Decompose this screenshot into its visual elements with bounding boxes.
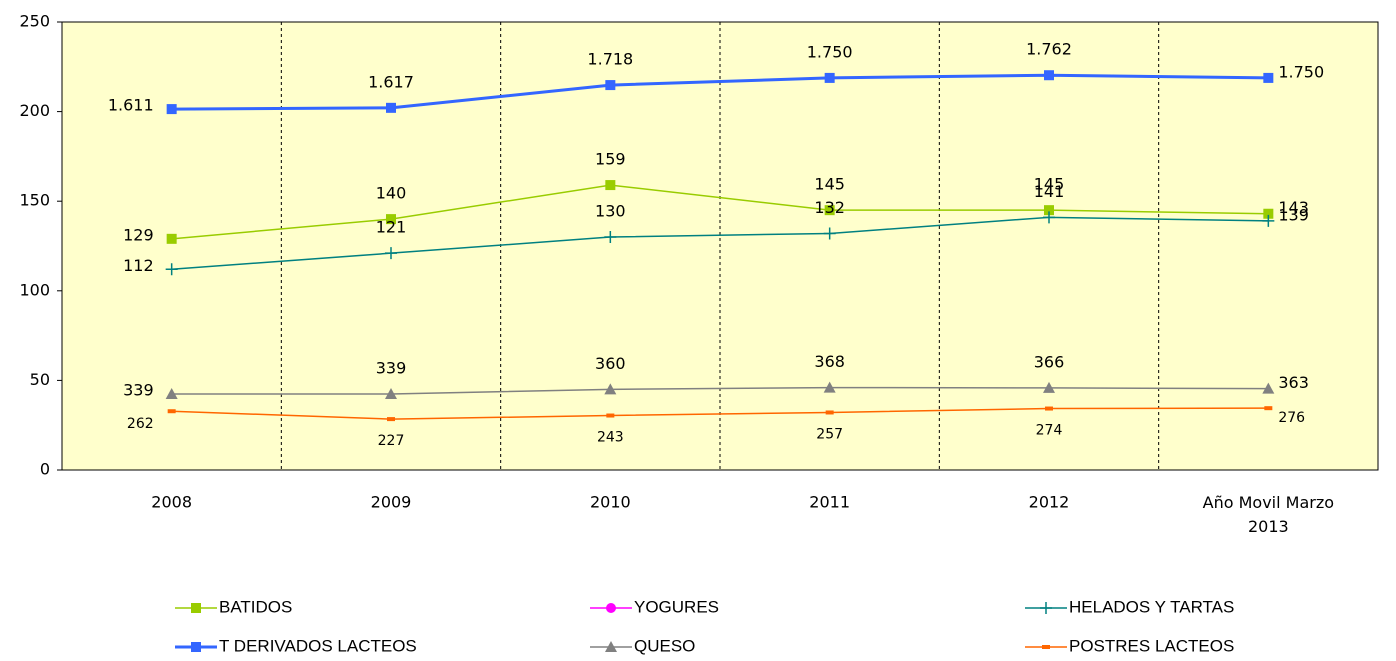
y-tick-label: 200 xyxy=(19,101,50,120)
marker xyxy=(604,231,617,244)
data-label: 130 xyxy=(595,202,626,221)
marker xyxy=(1263,72,1274,83)
data-label: 121 xyxy=(376,218,407,237)
marker xyxy=(166,233,177,244)
y-tick-label: 150 xyxy=(19,191,50,210)
data-label: 339 xyxy=(123,381,154,400)
x-tick-label: 2011 xyxy=(809,493,850,512)
legend-item: YOGURES xyxy=(590,597,719,616)
marker xyxy=(167,409,176,414)
marker xyxy=(1262,214,1275,227)
data-label: 368 xyxy=(814,352,845,371)
marker xyxy=(386,102,396,113)
marker xyxy=(1042,645,1050,649)
series-line xyxy=(171,386,1269,395)
legend-label: QUESO xyxy=(634,636,695,655)
data-label: 139 xyxy=(1278,205,1309,224)
marker xyxy=(606,603,616,613)
marker xyxy=(1044,205,1054,216)
marker xyxy=(824,72,835,83)
marker xyxy=(606,413,615,418)
marker xyxy=(1043,381,1055,393)
legend-item: POSTRES LACTEOS xyxy=(1025,636,1234,655)
marker xyxy=(385,388,397,400)
data-label: 360 xyxy=(595,354,626,373)
series-line xyxy=(171,407,1269,420)
marker xyxy=(165,263,178,276)
marker xyxy=(191,603,201,613)
data-label: 363 xyxy=(1278,373,1309,392)
marker xyxy=(166,104,177,115)
marker xyxy=(1043,211,1055,224)
marker xyxy=(604,383,617,395)
legend-item: QUESO xyxy=(590,636,695,655)
data-label: 366 xyxy=(1034,352,1065,371)
data-label: 276 xyxy=(1278,410,1305,426)
data-label: 112 xyxy=(123,256,154,275)
data-label: 1.718 xyxy=(587,50,633,69)
data-label: 227 xyxy=(378,433,405,449)
marker xyxy=(605,641,617,652)
marker xyxy=(1044,70,1054,81)
marker xyxy=(823,227,836,240)
marker xyxy=(191,642,201,652)
y-tick-label: 250 xyxy=(19,12,50,31)
marker xyxy=(386,214,396,225)
marker xyxy=(824,205,835,216)
x-tick-label: Año Movil Marzo 2013 xyxy=(1203,493,1334,536)
marker xyxy=(165,388,178,400)
data-label: 1.750 xyxy=(807,42,853,61)
marker xyxy=(1040,602,1052,614)
data-label: 159 xyxy=(595,150,626,169)
data-label: 140 xyxy=(376,184,407,203)
data-label: 132 xyxy=(814,198,845,217)
data-label: 1.611 xyxy=(108,96,154,115)
legend-item: BATIDOS xyxy=(175,597,292,616)
marker xyxy=(385,247,397,260)
legend-label: HELADOS Y TARTAS xyxy=(1069,597,1234,616)
marker xyxy=(605,80,616,91)
data-label: 1.750 xyxy=(1278,62,1324,81)
marker xyxy=(1262,382,1275,394)
y-tick-label: 50 xyxy=(30,370,50,389)
x-tick-label: 2008 xyxy=(151,493,192,512)
data-label: 145 xyxy=(814,175,845,194)
marker xyxy=(605,180,616,191)
data-label: 1.762 xyxy=(1026,40,1072,59)
marker xyxy=(1264,406,1273,411)
data-label: 141 xyxy=(1034,182,1065,201)
data-label: 129 xyxy=(123,225,154,244)
legend-label: POSTRES LACTEOS xyxy=(1069,636,1234,655)
marker xyxy=(1045,406,1053,411)
data-label: 243 xyxy=(597,430,624,446)
y-tick-label: 0 xyxy=(40,460,50,479)
data-label: 339 xyxy=(376,359,407,378)
marker xyxy=(825,410,834,415)
y-tick-label: 100 xyxy=(19,280,50,299)
data-label: 274 xyxy=(1036,423,1063,439)
x-tick-label: 2009 xyxy=(371,493,412,512)
legend-label: BATIDOS xyxy=(219,597,292,616)
marker xyxy=(1263,208,1274,219)
data-label: 145 xyxy=(1034,175,1065,194)
legend-item: HELADOS Y TARTAS xyxy=(1025,597,1234,616)
series-line xyxy=(171,216,1269,271)
marker xyxy=(823,381,836,393)
series-line xyxy=(171,73,1269,111)
x-tick-label: 2012 xyxy=(1029,493,1070,512)
data-label: 257 xyxy=(816,426,843,442)
data-label: 262 xyxy=(127,416,154,432)
legend-label: YOGURES xyxy=(634,597,719,616)
series-line xyxy=(171,184,1269,240)
data-label: 1.617 xyxy=(368,72,414,91)
marker xyxy=(387,417,395,422)
x-tick-label: 2010 xyxy=(590,493,631,512)
legend-item: T DERIVADOS LACTEOS xyxy=(175,636,417,655)
data-label: 143 xyxy=(1278,198,1309,217)
legend-label: T DERIVADOS LACTEOS xyxy=(219,636,417,655)
